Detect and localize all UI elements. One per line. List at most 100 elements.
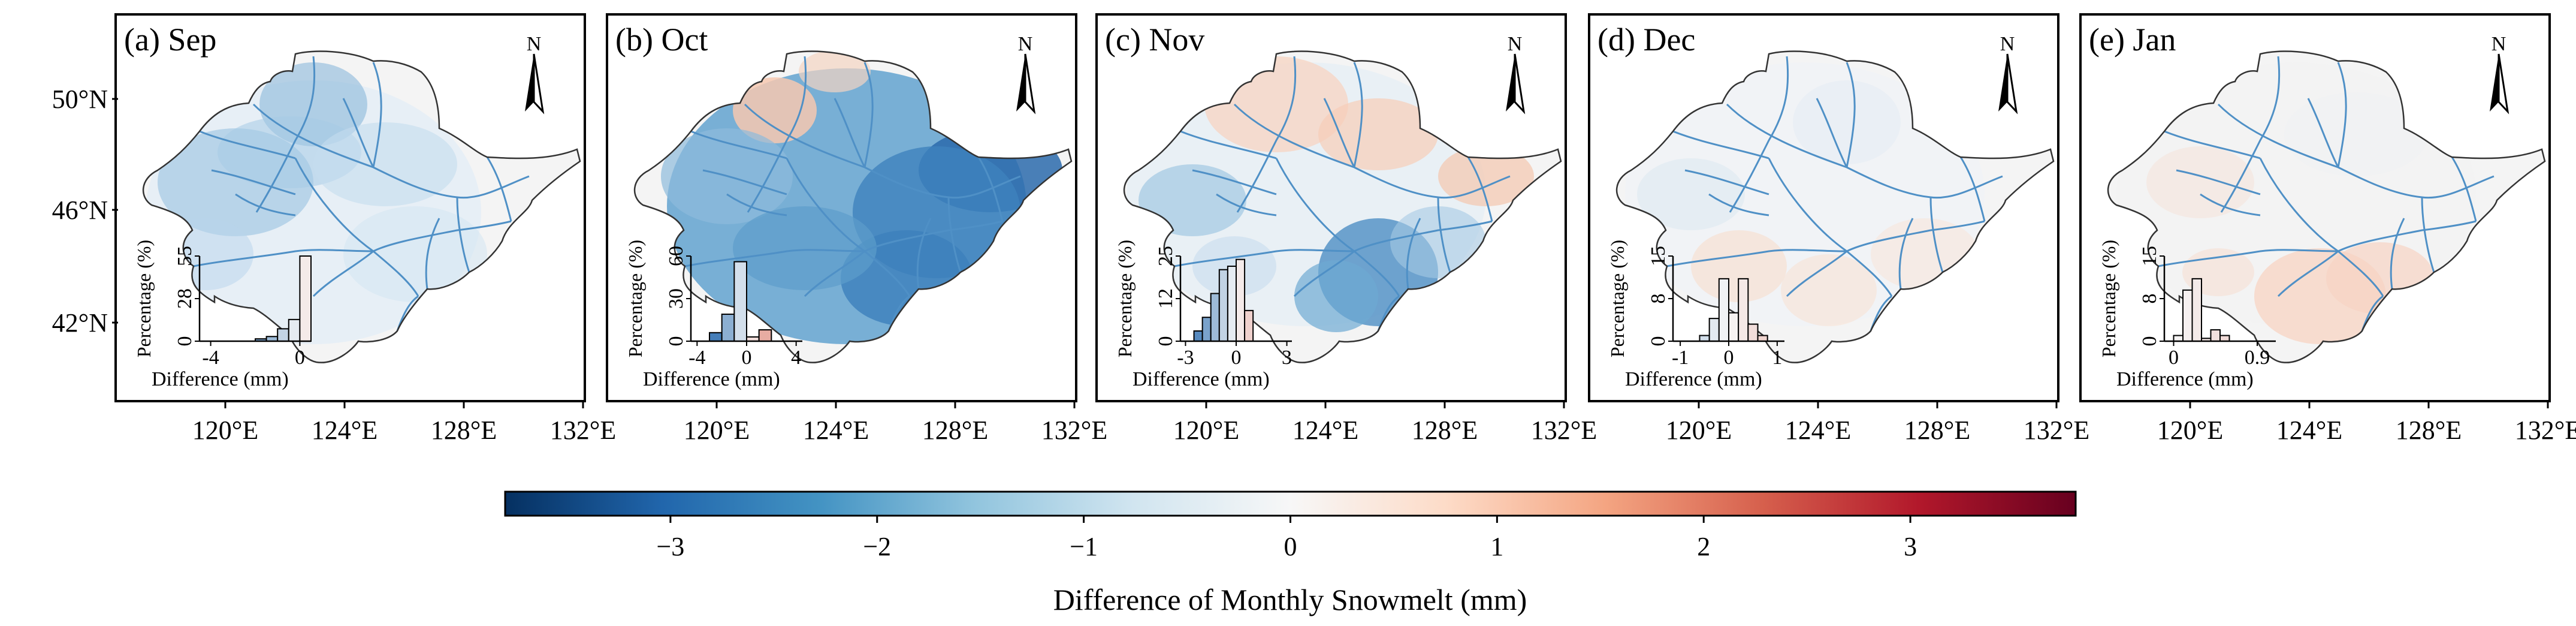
difference-patch xyxy=(313,122,457,206)
difference-patch xyxy=(1637,158,1745,230)
river-line xyxy=(2164,130,2261,159)
lon-label: 132°E xyxy=(1531,416,1597,445)
basin-outline xyxy=(2107,50,2546,363)
basin-outline xyxy=(1123,50,1562,363)
lon-label: 124°E xyxy=(803,416,869,445)
river-line xyxy=(1684,169,1769,195)
map-panel-jan: (e) Jan N 120°E 124°E 128°E 132°E 0 8 15 0 0.9 Perc… xyxy=(2079,13,2576,445)
colorbar-ticks: −3 −2 −1 0 1 2 3 xyxy=(656,516,1917,561)
difference-patch xyxy=(1691,230,1787,302)
difference-patch xyxy=(1871,218,1979,290)
river-line xyxy=(684,249,865,267)
lon-label: 124°E xyxy=(1785,416,1851,445)
histogram-y-label: Percentage (%) xyxy=(1114,240,1136,357)
lon-label: 120°E xyxy=(2157,416,2223,445)
river-line xyxy=(252,103,530,199)
river-line xyxy=(2338,220,2477,252)
river-line xyxy=(1959,156,1986,222)
north-label: N xyxy=(527,33,542,55)
river-line xyxy=(199,130,296,159)
difference-patch xyxy=(1390,206,1486,278)
map-panel-sep: (a) Sep N 120°E 124°E 128°E 132°E 0 28 55 -4 0 Perc… xyxy=(114,13,616,445)
panel-frame xyxy=(1588,13,2059,402)
lon-label: 124°E xyxy=(312,416,378,445)
difference-patch xyxy=(2146,146,2254,218)
river-network xyxy=(1174,56,1511,332)
lat-label-50: 50°N xyxy=(52,85,108,114)
river-line xyxy=(1354,220,1493,252)
north-arrow-left xyxy=(2490,54,2499,112)
north-label: N xyxy=(2492,33,2506,55)
histogram-bar xyxy=(2182,289,2193,342)
river-line xyxy=(977,156,1004,222)
lon-label: 128°E xyxy=(1412,416,1478,445)
colorbar-tick-label: −1 xyxy=(1070,532,1098,561)
histogram-bar xyxy=(721,314,735,342)
river-line xyxy=(916,218,932,290)
histogram-x-tick-label: -1 xyxy=(1672,347,1689,369)
colorbar-tick-label: −3 xyxy=(656,532,684,561)
histogram-x-tick-label: 0 xyxy=(295,347,305,369)
basin-outline xyxy=(633,50,1073,363)
histogram-x-tick-label: -4 xyxy=(202,347,219,369)
difference-field xyxy=(1625,62,1985,326)
difference-field xyxy=(146,62,487,344)
river-line xyxy=(1216,193,1277,216)
difference-patch xyxy=(733,77,817,143)
river-line xyxy=(2158,249,2339,267)
colorbar-tick-label: 1 xyxy=(1490,532,1503,561)
histogram-y-label: Percentage (%) xyxy=(1606,240,1628,357)
north-arrow-left xyxy=(525,54,534,112)
histogram-x-tick-label: 0 xyxy=(1231,347,1242,369)
river-line xyxy=(294,158,419,297)
histogram-bar xyxy=(1236,258,1246,342)
histogram-x-tick-label: 0.9 xyxy=(2245,347,2270,369)
river-line xyxy=(2451,156,2477,222)
difference-patch xyxy=(1318,98,1438,170)
river-line xyxy=(1323,98,1355,168)
histogram-x-tick-label: -3 xyxy=(1177,347,1194,369)
difference-field xyxy=(661,51,1062,344)
colorbar-tick-label: −2 xyxy=(863,532,891,561)
river-line xyxy=(2337,62,2347,168)
histogram-bar xyxy=(1244,309,1254,342)
river-line xyxy=(2277,250,2339,297)
river-line xyxy=(1437,197,1451,273)
histogram-x-tick-label: 3 xyxy=(1282,347,1292,369)
histogram-x-label: Difference (mm) xyxy=(1625,368,1762,390)
histogram-y-label: Percentage (%) xyxy=(2098,240,2119,357)
north-arrow-icon: N xyxy=(1998,33,2018,115)
histogram-x-tick-label: 0 xyxy=(742,347,752,369)
river-line xyxy=(312,250,374,297)
north-arrow-left xyxy=(1016,54,1025,112)
lon-label: 120°E xyxy=(1173,416,1239,445)
histogram-bar xyxy=(758,329,772,342)
histogram-y-tick-label: 28 xyxy=(174,288,196,309)
lon-label: 132°E xyxy=(2024,416,2089,445)
histogram-bar xyxy=(288,318,301,342)
north-label: N xyxy=(1508,33,1523,55)
river-line xyxy=(1898,218,1914,290)
river-line xyxy=(235,193,296,216)
river-network xyxy=(684,56,1021,332)
basin-outline xyxy=(142,50,581,363)
lon-label: 120°E xyxy=(192,416,258,445)
colorbar-label: Difference of Monthly Snowmelt (mm) xyxy=(1053,583,1527,616)
river-line xyxy=(211,169,296,195)
lat-label-42: 42°N xyxy=(52,308,108,338)
river-line xyxy=(486,156,512,222)
river-line xyxy=(193,249,374,267)
north-arrow-icon: N xyxy=(1016,33,1036,115)
histogram-y-tick-label: 0 xyxy=(665,336,687,347)
river-line xyxy=(1786,250,1847,297)
river-line xyxy=(425,218,440,290)
histogram-bar xyxy=(1201,317,1212,342)
difference-patch xyxy=(1438,146,1534,206)
north-arrow-left xyxy=(1998,54,2007,112)
river-line xyxy=(2390,218,2405,290)
histogram-y-tick-label: 55 xyxy=(174,246,196,266)
difference-patch xyxy=(343,206,487,302)
